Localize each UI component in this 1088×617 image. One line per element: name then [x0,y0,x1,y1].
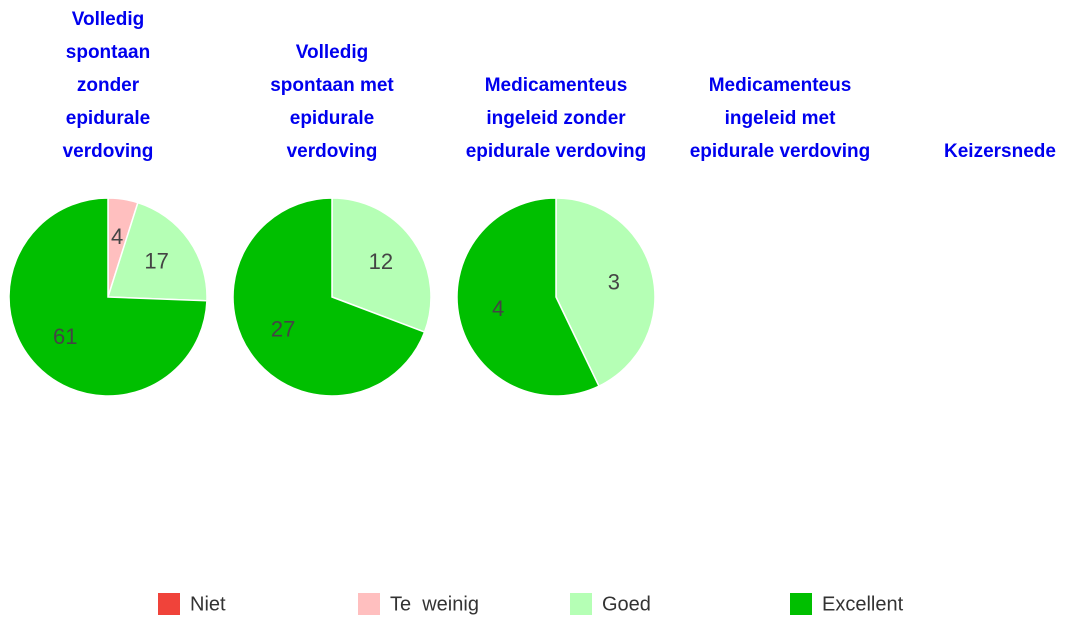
pie-slice [106,201,208,302]
legend-label: Niet [190,593,226,615]
chart-title: Medicamenteus ingeleid met epidurale ver… [689,75,871,162]
slice-label: 12 [369,249,393,274]
legend-label: Goed [602,593,651,615]
pie-slice [331,197,432,334]
pie-slice [232,197,426,397]
legend-swatch [570,593,592,615]
chart-title: Volledig spontaan zonder epidurale verdo… [62,9,154,162]
pie-slice [555,197,656,388]
chart-title: Medicamenteus ingeleid zonder epidurale … [465,75,647,162]
slice-label: 61 [53,324,77,349]
pie-slice [8,197,208,397]
pie-slice [456,197,600,397]
chart-title: Volledig spontaan met epidurale verdovin… [270,42,394,162]
chart-title: Keizersnede [944,141,1056,162]
slice-label: 27 [271,317,295,342]
slice-label: 4 [492,296,504,321]
slice-label: 17 [144,249,168,274]
slice-label: 3 [608,270,620,295]
legend-label: Excellent [822,593,904,615]
legend-swatch [158,593,180,615]
legend-label: Te weinig [390,593,479,615]
legend-swatch [790,593,812,615]
legend-swatch [358,593,380,615]
slice-label: 4 [111,224,123,249]
